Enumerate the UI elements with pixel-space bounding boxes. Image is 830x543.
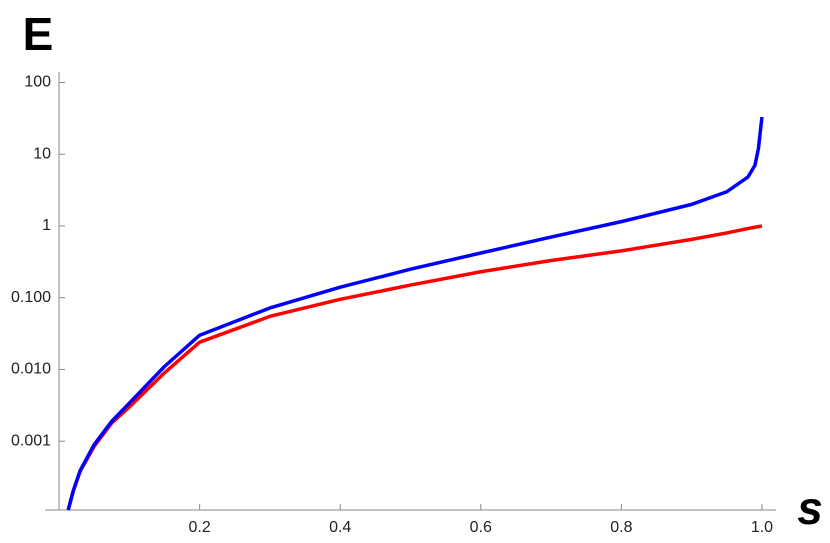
x-tick-label: 0.2 (189, 519, 211, 536)
x-axis-label: s (797, 482, 823, 534)
y-tick-label: 0.010 (11, 361, 51, 378)
y-tick-label: 100 (24, 74, 51, 91)
y-axis-label: E (23, 8, 54, 60)
x-tick-label: 0.4 (329, 519, 351, 536)
x-tick-label: 1.0 (751, 519, 773, 536)
y-tick-label: 0.100 (11, 289, 51, 306)
y-tick-label: 1 (42, 217, 51, 234)
y-tick-label: 0.001 (11, 432, 51, 449)
y-tick-label: 10 (33, 145, 51, 162)
x-tick-label: 0.8 (610, 519, 632, 536)
x-tick-label: 0.6 (470, 519, 492, 536)
line-series (66, 116, 764, 511)
